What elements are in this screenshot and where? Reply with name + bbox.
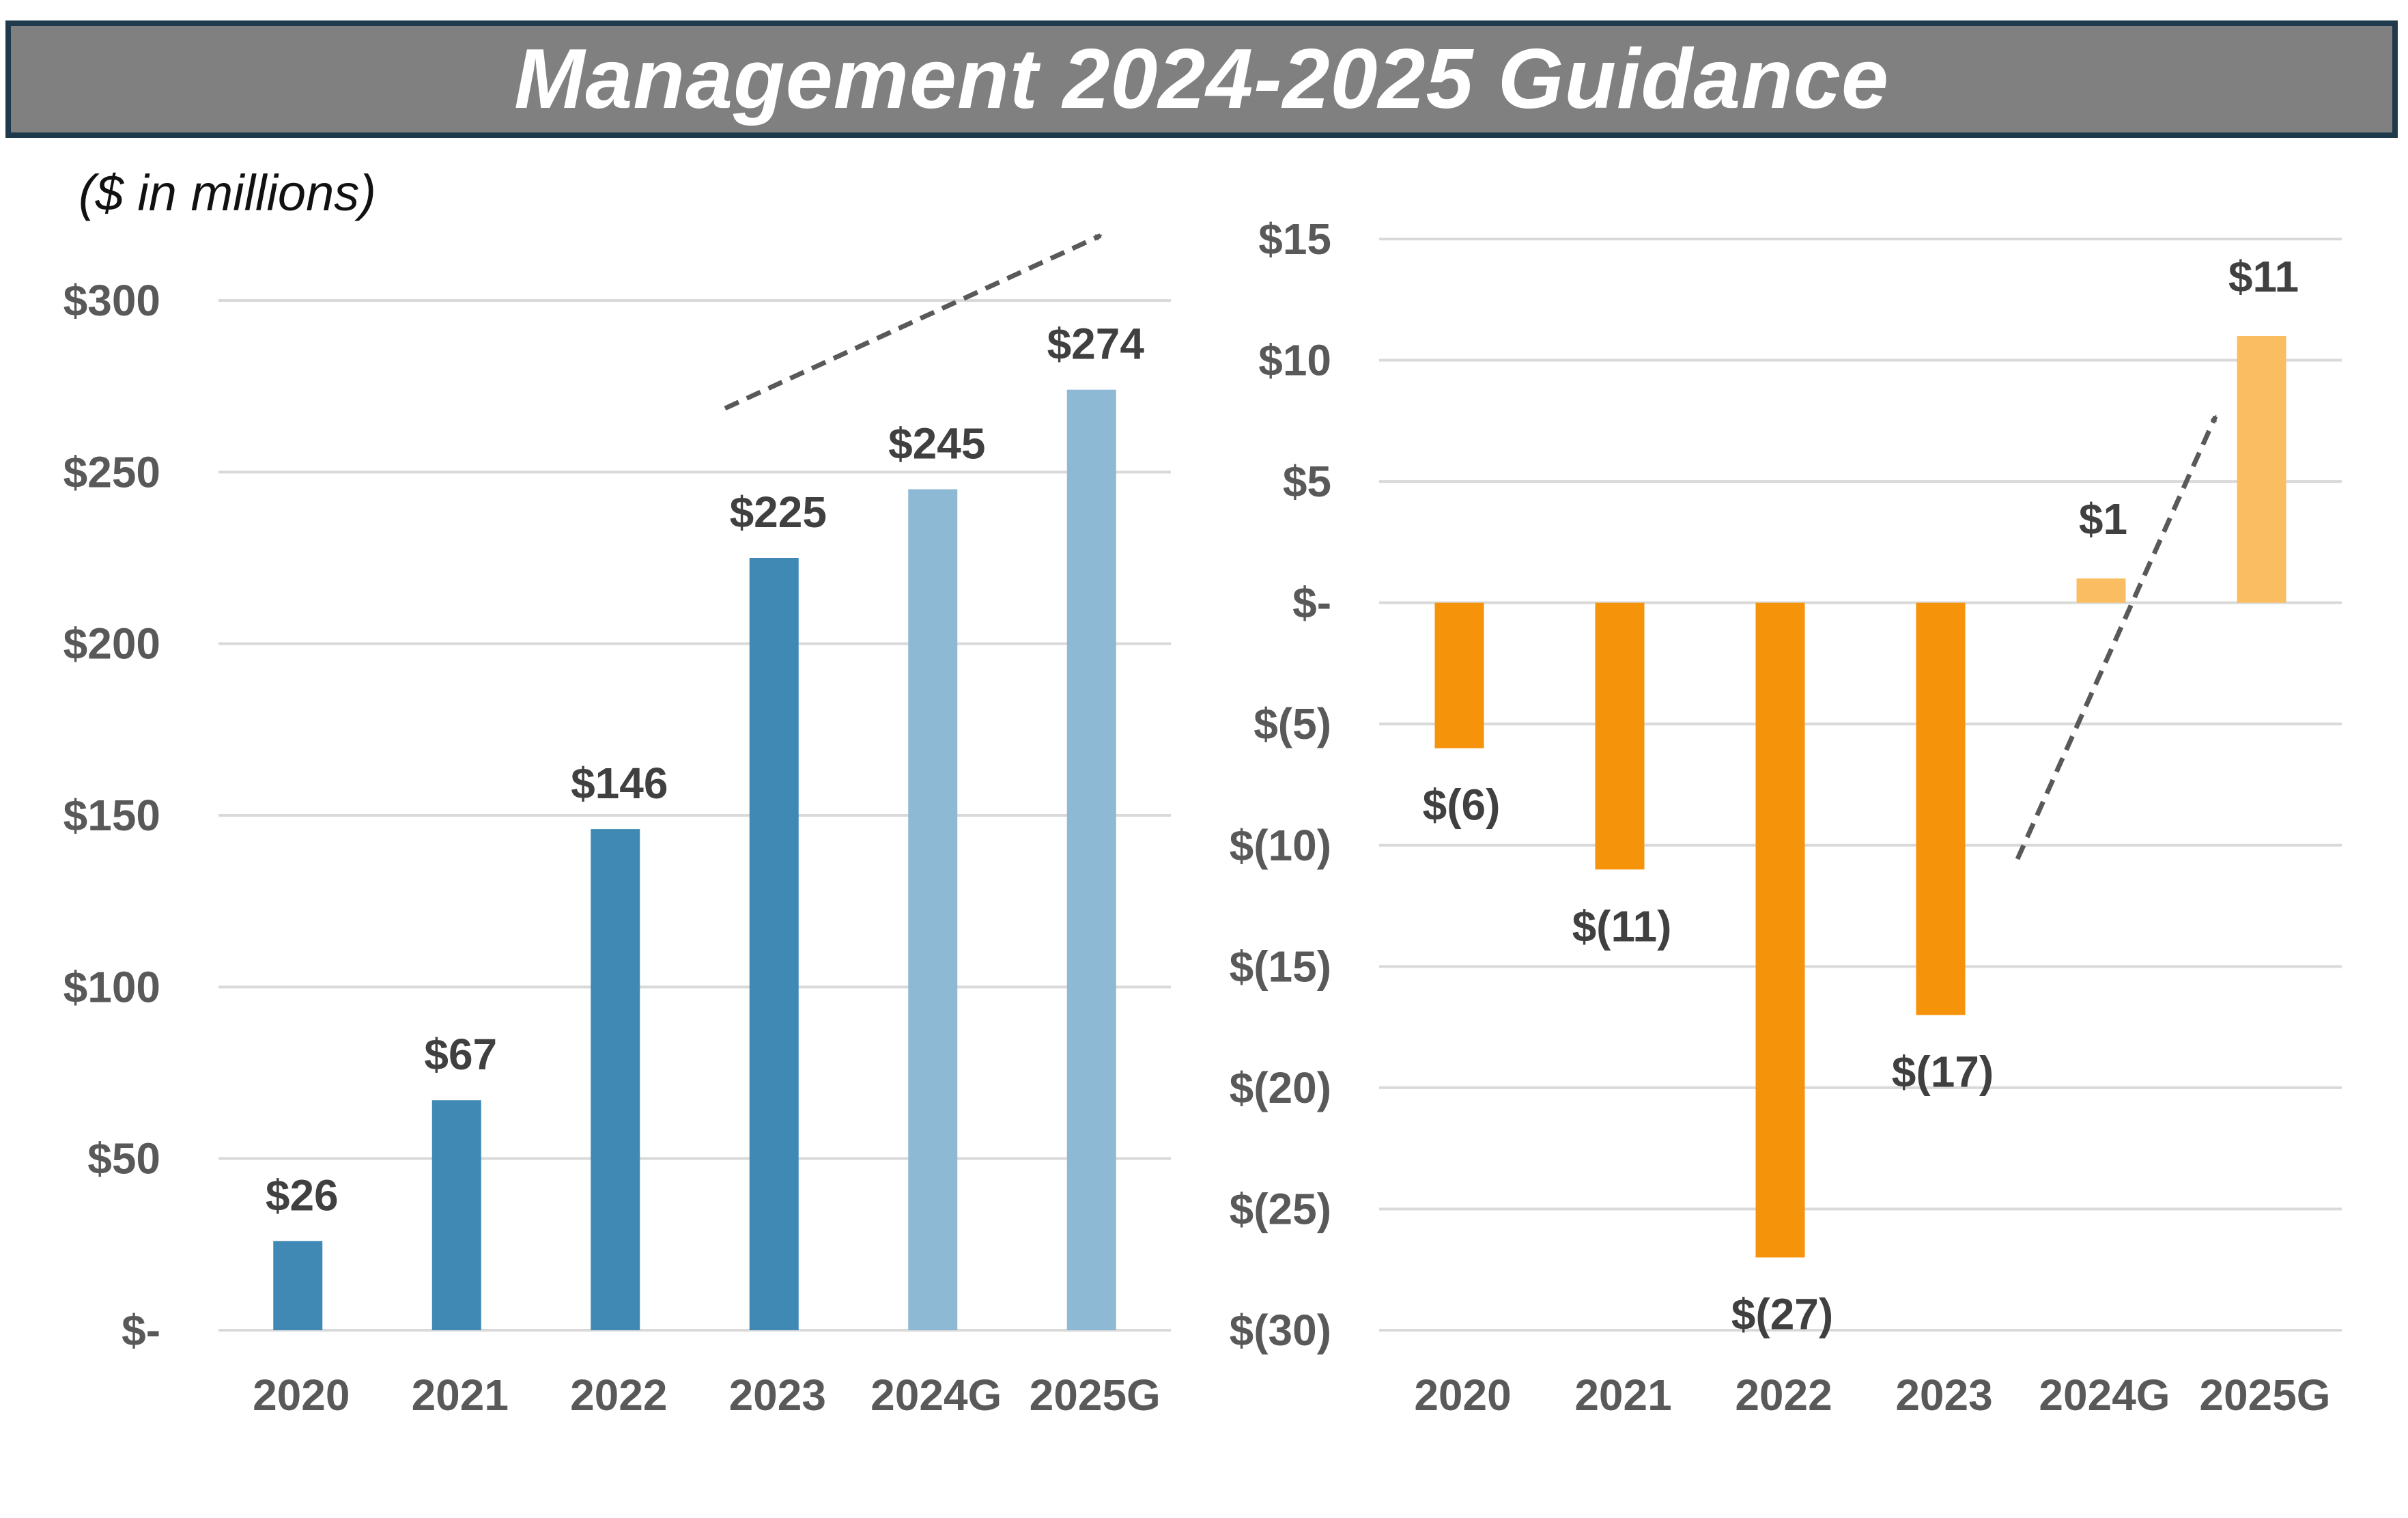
right-trend-arrow [2015,414,2218,860]
right-bar-2024G [2076,578,2126,603]
right-data-label: $(6) [1423,781,1501,830]
revenue-bar-chart: $- $50 $100 $150 $200 $250 $300 $26 2020 $67 2021 $… [63,233,1171,1420]
right-data-label: $(27) [1731,1289,1833,1338]
left-y-tick-label: $200 [63,619,160,669]
left-x-tick-label: 2023 [729,1371,826,1420]
left-y-tick-label: $250 [63,447,160,496]
right-data-label: $1 [2079,494,2127,544]
left-y-tick-label: $- [122,1306,160,1355]
right-x-tick-label: 2025G [2199,1371,2330,1420]
right-data-label: $(17) [1892,1047,1994,1096]
right-y-tick-label: $- [1292,578,1331,628]
left-x-tick-label: 2022 [570,1371,667,1420]
right-bar-2023 [1916,602,1966,1015]
left-data-label: $146 [571,759,668,808]
right-data-label: $11 [2228,252,2299,301]
right-bar-2025G [2237,336,2286,603]
left-data-label: $26 [266,1170,339,1220]
right-bar-2021 [1595,602,1645,870]
left-bar-2021 [431,1100,481,1330]
right-y-tick-label: $(10) [1230,821,1331,870]
right-bar-2020 [1434,602,1484,748]
title-banner: Management 2024-2025 Guidance [5,20,2398,138]
right-x-tick-label: 2024G [2039,1371,2170,1420]
right-y-tick-label: $(15) [1230,942,1331,991]
right-y-tick-label: $(20) [1230,1063,1331,1112]
left-data-label: $274 [1047,320,1145,369]
left-y-tick-label: $100 [63,962,160,1011]
left-y-tick-label: $50 [87,1134,160,1183]
chart-title: Management 2024-2025 Guidance [514,32,1889,126]
left-x-tick-label: 2020 [253,1371,350,1420]
right-data-label: $(11) [1572,901,1672,951]
net-income-bar-chart: $15 $10 $5 $- $(5) $(10) $(15) $(20) $(25) $(30) $… [1230,214,2342,1420]
left-data-label: $225 [730,488,827,537]
right-x-tick-label: 2020 [1414,1371,1511,1420]
left-bar-2022 [591,829,640,1330]
right-y-tick-label: $5 [1283,457,1331,506]
left-y-tick-label: $300 [63,276,160,325]
left-trend-arrow [724,233,1103,411]
left-bar-2023 [749,558,799,1330]
right-y-tick-label: $(25) [1230,1184,1331,1233]
left-x-tick-label: 2024G [870,1371,1002,1420]
units-note: ($ in millions) [79,165,376,221]
left-x-tick-label: 2025G [1030,1371,1161,1420]
right-y-tick-label: $(30) [1230,1306,1331,1355]
left-x-tick-label: 2021 [412,1371,509,1420]
left-data-label: $245 [888,419,985,468]
right-x-tick-label: 2022 [1735,1371,1832,1420]
left-bar-2024G [908,489,958,1330]
left-data-label: $67 [424,1030,497,1079]
left-bar-2025G [1066,389,1116,1330]
right-bar-2022 [1755,602,1805,1258]
left-y-tick-label: $150 [63,791,160,840]
right-x-tick-label: 2021 [1574,1371,1671,1420]
right-y-tick-label: $(5) [1253,699,1331,748]
right-y-tick-label: $15 [1258,214,1331,264]
right-y-tick-label: $10 [1258,336,1331,385]
right-x-tick-label: 2023 [1895,1371,1992,1420]
left-bar-2020 [273,1241,323,1330]
